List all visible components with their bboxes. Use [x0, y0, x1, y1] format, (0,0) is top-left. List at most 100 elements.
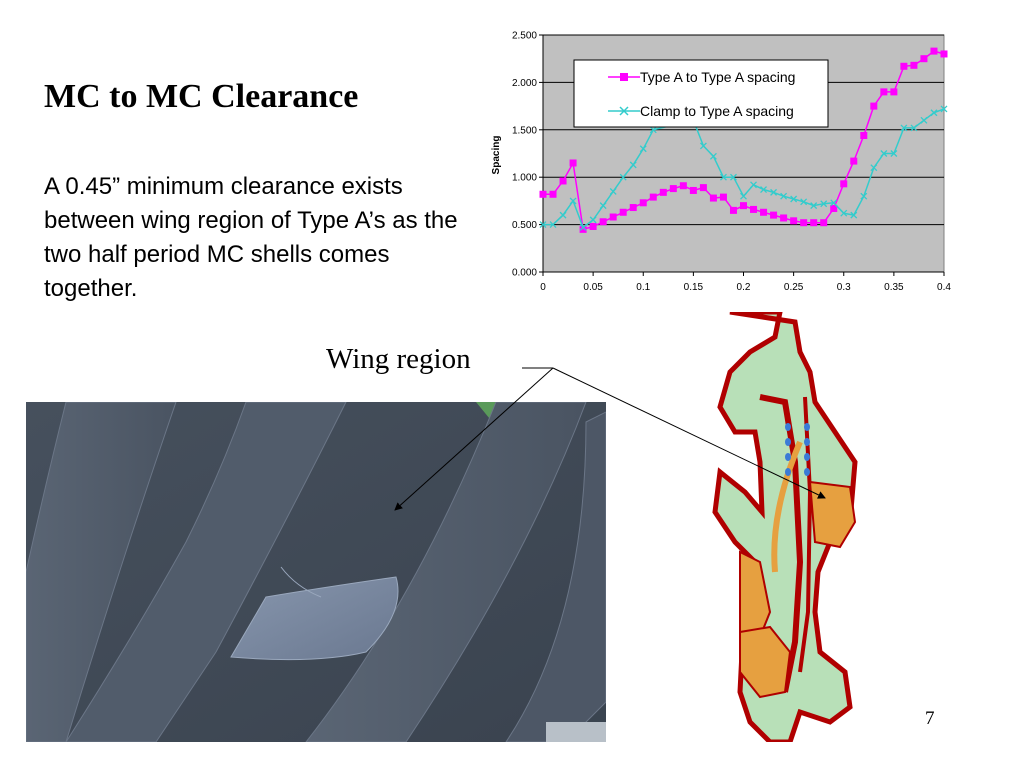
data-point: [900, 124, 908, 132]
slide-title: MC to MC Clearance: [44, 78, 359, 115]
data-point: [770, 211, 778, 219]
data-point: [659, 188, 667, 196]
series-2: [539, 105, 948, 231]
data-point: [599, 202, 607, 210]
series-1: [539, 47, 948, 233]
wing-region-label: Wing region: [326, 343, 471, 375]
page-number: 7: [925, 708, 935, 729]
data-point: [740, 192, 747, 200]
y-tick-label: 1.500: [512, 125, 537, 136]
data-point: [880, 88, 888, 96]
data-point: [870, 102, 878, 110]
x-tick-label: 0: [540, 282, 546, 293]
data-point: [699, 142, 707, 150]
data-point: [549, 221, 557, 229]
y-axis-label: Spacing: [491, 136, 502, 175]
data-point: [910, 124, 918, 132]
data-point: [840, 209, 848, 217]
data-point: [850, 157, 858, 165]
data-point: [760, 186, 768, 193]
data-point: [870, 164, 878, 172]
data-point: [930, 109, 938, 117]
data-point: [800, 198, 808, 206]
data-point: [719, 193, 727, 201]
data-point: [920, 116, 928, 124]
data-point: [780, 192, 788, 200]
data-point: [669, 185, 677, 193]
data-point: [940, 50, 948, 58]
data-point: [890, 88, 898, 96]
data-point: [810, 202, 818, 210]
data-point: [699, 184, 707, 192]
legend-label-clamp: Clamp to Type A spacing: [640, 103, 794, 119]
data-point: [689, 186, 697, 194]
data-point: [820, 200, 828, 208]
data-point: [629, 204, 637, 212]
data-point: [599, 218, 607, 226]
data-point: [830, 199, 838, 207]
data-point: [850, 211, 858, 219]
data-point: [719, 173, 727, 181]
data-point: [750, 181, 757, 189]
x-tick-label: 0.25: [784, 282, 804, 293]
data-point: [609, 187, 617, 195]
data-point: [579, 223, 587, 231]
data-point: [860, 131, 868, 139]
data-point: [649, 126, 657, 134]
data-point: [559, 211, 567, 219]
slide-body-text: A 0.45” minimum clearance exists between…: [44, 173, 458, 302]
x-tick-label: 0.2: [737, 282, 751, 293]
x-tick-label: 0.05: [583, 282, 603, 293]
data-point: [760, 208, 768, 216]
data-point: [900, 62, 908, 70]
data-point: [539, 190, 547, 198]
x-tick-labels: 0 0.05 0.1 0.15 0.2 0.25 0.3 0.35 0.4: [540, 282, 951, 293]
data-point: [790, 217, 798, 225]
data-point: [780, 214, 788, 222]
y-tick-label: 2.500: [512, 31, 537, 42]
data-point: [910, 61, 918, 69]
data-point: [579, 225, 587, 233]
data-point: [810, 219, 818, 227]
legend-label-type-a: Type A to Type A spacing: [640, 69, 795, 85]
legend-square-marker-icon: [620, 73, 628, 81]
data-point: [619, 208, 627, 216]
y-tick-labels: 0.000 0.500 1.000 1.500 2.000 2.500: [512, 31, 537, 279]
data-point: [840, 180, 848, 188]
data-point: [729, 206, 737, 214]
x-tick-label: 0.3: [837, 282, 851, 293]
data-point: [609, 213, 617, 221]
data-point: [740, 202, 747, 210]
y-tick-label: 1.000: [512, 173, 537, 184]
data-point: [709, 152, 717, 160]
data-point: [880, 150, 888, 157]
data-point: [639, 199, 647, 207]
data-point: [800, 219, 808, 227]
data-point: [930, 47, 938, 55]
data-point: [549, 190, 557, 198]
data-point: [639, 145, 647, 153]
data-point: [730, 173, 737, 181]
data-point: [559, 177, 567, 185]
data-point: [569, 159, 577, 167]
data-point: [770, 188, 778, 196]
data-point: [750, 205, 758, 213]
data-point: [629, 161, 637, 169]
x-tick-label: 0.35: [884, 282, 904, 293]
x-tick-label: 0.1: [636, 282, 650, 293]
data-point: [569, 197, 577, 205]
data-point: [940, 105, 948, 113]
data-point: [920, 55, 928, 63]
x-tick-label: 0.4: [937, 282, 951, 293]
data-point: [890, 150, 898, 157]
series-layer: [539, 47, 948, 233]
data-point: [820, 219, 828, 227]
y-tick-label: 0.500: [512, 220, 537, 231]
data-point: [619, 173, 627, 181]
data-point: [649, 193, 657, 201]
data-point: [709, 194, 717, 202]
data-point: [679, 182, 687, 190]
mc-shell-cross-section-model: [712, 312, 858, 742]
data-point: [589, 222, 597, 230]
